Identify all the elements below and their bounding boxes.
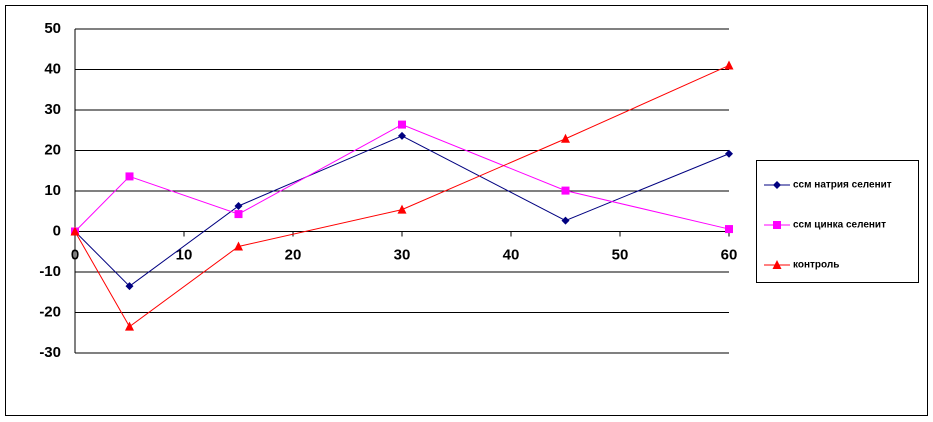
x-tick-label: 60: [721, 246, 738, 263]
marker: [398, 120, 406, 129]
x-tick-label: 30: [394, 246, 411, 263]
marker: [725, 149, 733, 158]
marker: [772, 260, 782, 269]
marker: [773, 181, 781, 189]
y-tick-label: 30: [44, 101, 61, 118]
marker: [561, 133, 570, 143]
marker: [724, 60, 734, 70]
y-tick-label: -20: [39, 303, 61, 320]
marker: [234, 210, 243, 219]
y-tick-label: 50: [44, 20, 61, 37]
y-tick-label: 0: [53, 222, 61, 239]
marker: [398, 131, 406, 140]
y-tick-label: 20: [44, 141, 61, 158]
y-tick-label: -10: [39, 263, 61, 280]
series-line: [74, 124, 730, 232]
series-line: [74, 135, 730, 287]
legend-label: ссм натрия селенит: [793, 180, 892, 191]
marker: [125, 172, 134, 181]
x-tick-label: 50: [612, 246, 629, 263]
x-tick-label: 10: [176, 246, 193, 263]
legend-label: контроль: [793, 260, 839, 271]
x-tick-label: 20: [285, 246, 302, 263]
marker: [561, 216, 570, 225]
marker: [125, 321, 134, 331]
legend-label: ссм цинка селенит: [793, 220, 886, 231]
marker: [70, 226, 80, 236]
marker: [397, 204, 407, 214]
marker: [234, 241, 243, 251]
marker: [125, 282, 134, 291]
y-tick-label: 10: [44, 182, 61, 199]
legend-box: [756, 160, 919, 283]
marker: [773, 221, 781, 229]
marker: [561, 186, 570, 195]
y-tick-label: -30: [39, 344, 61, 361]
series-line: [74, 64, 730, 328]
marker: [234, 201, 243, 210]
x-tick-label: 40: [503, 246, 520, 263]
y-tick-label: 40: [44, 60, 61, 77]
marker: [725, 225, 733, 234]
x-tick-label: 0: [71, 246, 79, 263]
